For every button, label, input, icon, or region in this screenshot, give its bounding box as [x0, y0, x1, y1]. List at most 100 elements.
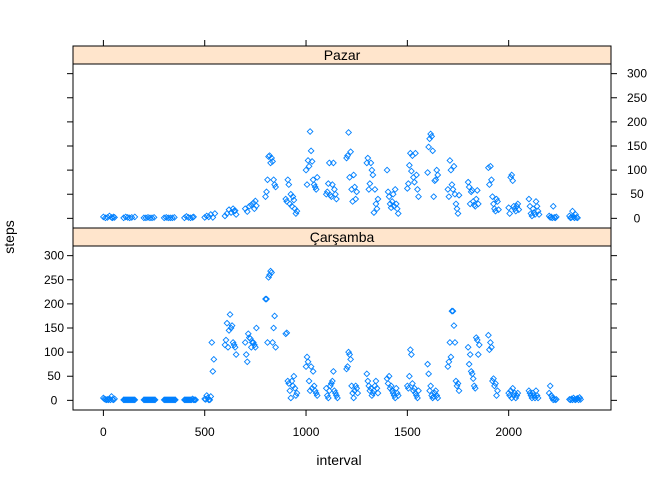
data-point [323, 188, 331, 196]
data-point [250, 341, 258, 349]
data-point [464, 178, 472, 186]
data-point [464, 343, 472, 351]
data-point [385, 193, 393, 201]
data-point [244, 330, 252, 338]
data-point [526, 202, 534, 210]
data-point [272, 343, 280, 351]
data-point [243, 208, 251, 216]
data-point [455, 191, 463, 199]
data-point [221, 341, 229, 349]
data-point [251, 197, 259, 205]
data-point [475, 341, 483, 349]
data-point [535, 211, 543, 218]
data-point [511, 205, 519, 213]
data-point [208, 339, 216, 346]
data-point [364, 154, 372, 162]
y-tick-label: 300 [44, 249, 64, 263]
data-point [391, 185, 399, 193]
data-point [128, 213, 136, 221]
data-point [350, 394, 358, 402]
data-point [363, 159, 371, 167]
data-point [285, 181, 293, 189]
data-point [331, 389, 339, 397]
data-point [286, 387, 294, 395]
data-point [203, 392, 211, 399]
data-point [552, 395, 560, 403]
data-point [231, 207, 239, 215]
data-point [510, 202, 518, 210]
data-point [284, 176, 292, 184]
data-point [412, 149, 419, 157]
data-point [313, 173, 321, 181]
data-point [249, 199, 257, 207]
data-point [576, 394, 584, 401]
y-tick-label: 200 [627, 115, 647, 129]
data-point [287, 394, 295, 402]
y-tick-label: 50 [630, 187, 644, 201]
data-point [525, 195, 533, 203]
data-point [351, 183, 359, 191]
data-point [445, 358, 453, 366]
data-point [364, 377, 372, 385]
data-point [509, 384, 517, 392]
data-point [473, 336, 481, 344]
data-point [251, 343, 259, 351]
data-point [387, 204, 395, 212]
data-point [328, 377, 336, 385]
data-point [366, 180, 374, 188]
data-point [574, 214, 582, 222]
data-point [428, 132, 436, 140]
data-point [211, 210, 219, 217]
data-point [293, 207, 301, 215]
data-point [494, 387, 501, 395]
data-point [353, 188, 361, 196]
y-tick-label: 0 [51, 393, 58, 407]
data-point [130, 396, 138, 404]
data-point [403, 185, 411, 192]
data-point [221, 212, 229, 220]
data-point [448, 181, 456, 189]
data-point [489, 193, 496, 201]
data-point [347, 148, 355, 156]
data-point [384, 188, 392, 196]
data-point [266, 271, 273, 279]
data-point [347, 355, 355, 363]
data-point [311, 183, 319, 191]
data-point [413, 392, 420, 399]
data-point [168, 214, 176, 222]
y-tick-label: 0 [634, 211, 641, 225]
data-point [225, 326, 233, 334]
data-point [569, 207, 576, 215]
y-axis-title: steps [1, 220, 17, 253]
data-point [577, 395, 585, 403]
data-point [451, 339, 459, 346]
data-point [424, 360, 432, 368]
data-point [348, 382, 356, 390]
data-point [486, 162, 494, 170]
data-point [230, 341, 238, 349]
data-point [548, 394, 556, 402]
data-point [531, 394, 539, 402]
data-point [232, 351, 240, 358]
data-point [271, 312, 279, 320]
data-point [552, 213, 560, 221]
panel-lower: Çarşamba [72, 227, 612, 411]
data-point [414, 394, 421, 402]
data-point [310, 181, 318, 189]
data-point [472, 195, 480, 203]
data-point [529, 205, 537, 213]
data-point [430, 193, 438, 201]
data-point [262, 193, 269, 201]
data-point [507, 387, 515, 395]
data-point [451, 190, 459, 198]
data-point [414, 185, 421, 193]
data-point [370, 209, 378, 217]
data-point [272, 183, 280, 191]
x-tick-label: 2000 [495, 425, 522, 439]
data-point [264, 339, 271, 346]
data-point [484, 164, 492, 172]
data-point [228, 322, 236, 330]
data-point [122, 213, 130, 221]
data-point [453, 205, 461, 213]
data-point [494, 198, 501, 205]
